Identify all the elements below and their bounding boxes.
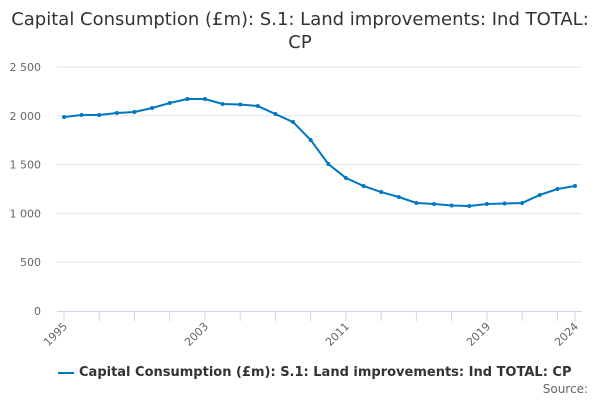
data-point <box>150 105 155 110</box>
y-tick-label: 1 000 <box>10 207 42 220</box>
data-point <box>326 162 331 167</box>
data-point <box>484 202 489 207</box>
data-point <box>114 110 119 115</box>
legend-swatch <box>58 371 74 374</box>
data-point <box>308 138 313 143</box>
data-point <box>343 175 348 180</box>
legend-label: Capital Consumption (£m): S.1: Land impr… <box>79 365 572 380</box>
data-point <box>449 203 454 208</box>
data-point <box>238 102 243 107</box>
data-point <box>414 200 419 205</box>
data-point <box>62 114 66 119</box>
data-point <box>573 183 577 188</box>
data-point <box>555 187 560 191</box>
data-point <box>379 190 384 195</box>
data-point <box>432 202 437 207</box>
data-point <box>520 200 525 205</box>
x-tick-label: 2019 <box>464 320 493 349</box>
data-point <box>502 201 507 206</box>
data-point <box>396 195 401 200</box>
source-label: Source: <box>542 382 588 396</box>
data-point <box>132 109 137 114</box>
data-point <box>467 203 472 208</box>
series-line <box>63 98 576 207</box>
data-point <box>255 104 260 109</box>
x-tick-label: 1995 <box>41 320 70 349</box>
data-point <box>202 97 207 102</box>
data-point <box>291 120 296 125</box>
data-point <box>361 183 366 188</box>
data-point <box>167 101 172 106</box>
x-tick-label: 2011 <box>323 320 352 349</box>
chart-title: Capital Consumption (£m): S.1: Land impr… <box>11 9 589 53</box>
y-tick-label: 0 <box>34 305 41 318</box>
data-point <box>220 101 225 106</box>
y-tick-label: 2 000 <box>10 110 42 123</box>
y-tick-label: 2 500 <box>10 61 42 74</box>
legend-item[interactable]: Capital Consumption (£m): S.1: Land impr… <box>58 365 571 380</box>
data-point <box>97 113 102 118</box>
x-tick-label: 2024 <box>552 320 581 349</box>
x-tick-label: 2003 <box>182 320 211 349</box>
data-point <box>273 112 278 117</box>
data-point <box>79 113 84 118</box>
y-tick-label: 500 <box>20 256 41 269</box>
y-tick-label: 1 500 <box>10 159 42 172</box>
data-point <box>537 192 542 197</box>
data-point <box>185 97 190 102</box>
